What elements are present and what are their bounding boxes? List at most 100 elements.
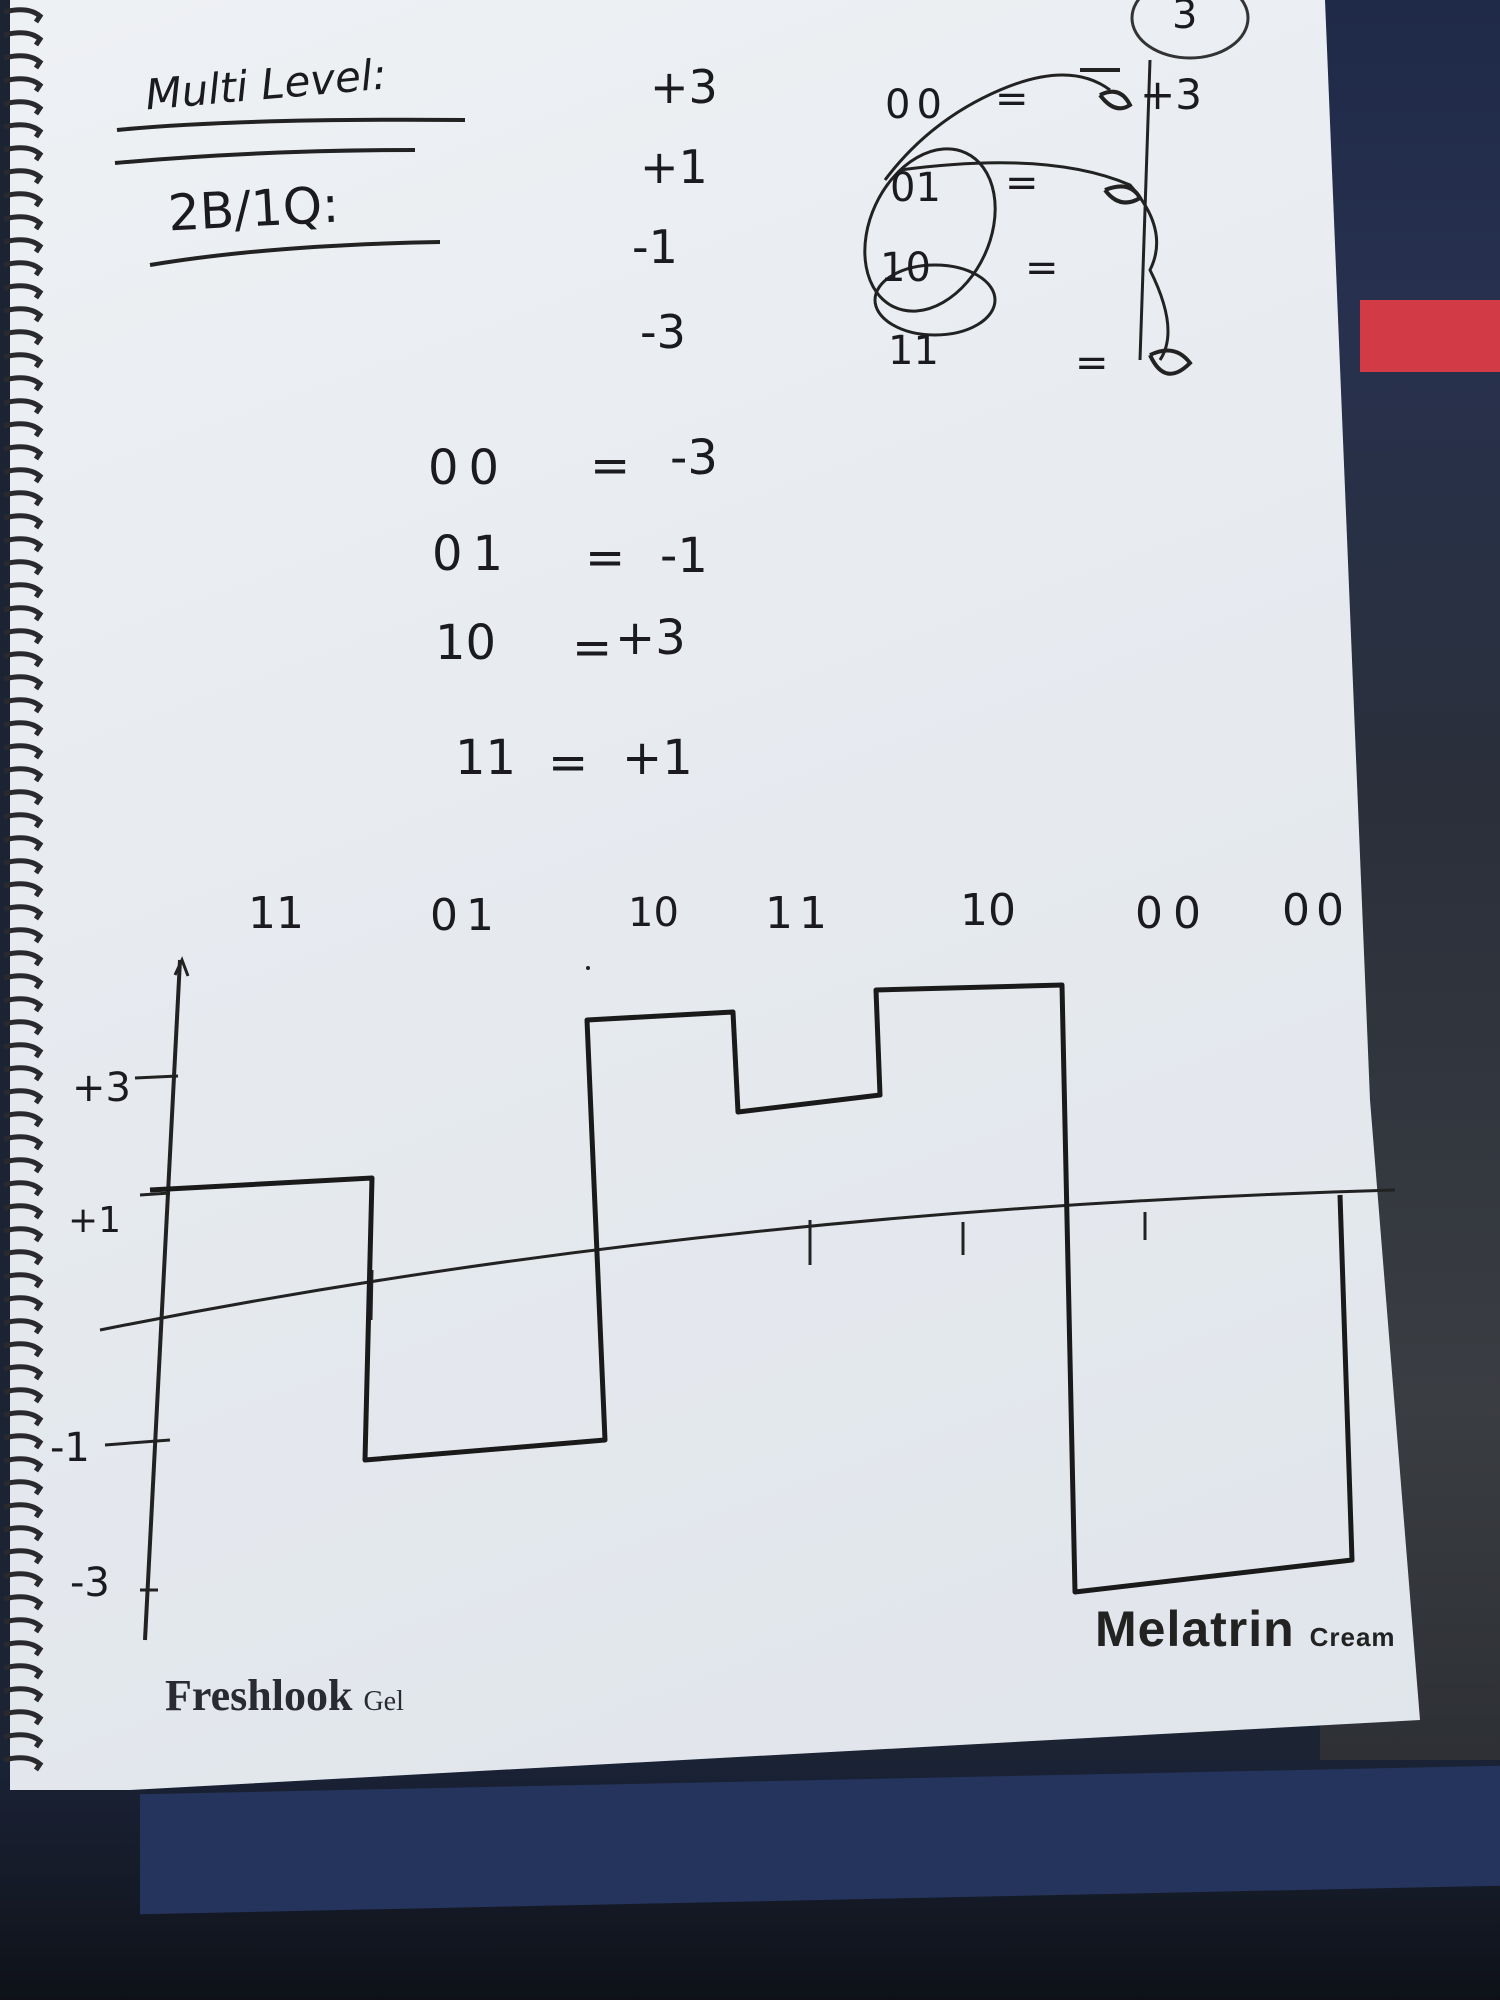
mapping-code: 01 <box>432 526 514 582</box>
mapping-code: 10 <box>435 615 497 671</box>
level-item: -3 <box>640 305 686 359</box>
spiral-loop <box>3 122 44 139</box>
y-axis <box>143 959 182 1641</box>
spiral-loop <box>3 76 44 93</box>
spiral-loop <box>3 214 44 231</box>
mapping-eq: = <box>548 735 589 791</box>
brand-right-name: Melatrin <box>1095 1601 1295 1657</box>
mapping-eq: = <box>572 620 613 676</box>
spiral-loop <box>3 237 44 254</box>
spiral-loop <box>3 697 44 714</box>
page-number-circle <box>1130 0 1250 60</box>
spiral-loop <box>3 1617 44 1634</box>
scratch-code: 01 <box>890 165 941 211</box>
bit-label: 00 <box>1282 885 1350 936</box>
spiral-loop <box>3 99 44 116</box>
spiral-loop <box>3 1387 44 1404</box>
footer-brand-right: Melatrin Cream <box>1095 1600 1396 1658</box>
spiral-loop <box>3 1571 44 1588</box>
spiral-loop <box>3 467 44 484</box>
y-tick-label: +3 <box>72 1065 131 1111</box>
spiral-loop <box>3 168 44 185</box>
spiral-loop <box>3 651 44 668</box>
level-item: -1 <box>632 220 678 274</box>
y-tick-label: -3 <box>70 1560 110 1606</box>
footer-brand-left: Freshlook Gel <box>165 1670 404 1721</box>
spiral-loop <box>3 513 44 530</box>
spiral-loop <box>3 421 44 438</box>
mapping-value: -3 <box>670 430 718 486</box>
spiral-loop <box>3 1088 44 1105</box>
spiral-loop <box>3 191 44 208</box>
scratch-eq: = <box>1075 340 1109 386</box>
level-item: +1 <box>640 140 708 194</box>
spiral-loop <box>3 1456 44 1473</box>
spiral-loop <box>3 1318 44 1335</box>
x-axis <box>99 1188 1396 1332</box>
bit-label: 11 <box>765 888 833 939</box>
mapping-value: -1 <box>660 528 708 584</box>
spiral-loop <box>3 30 44 47</box>
spiral-loop <box>3 559 44 576</box>
spiral-loop <box>3 674 44 691</box>
page-number: 3 <box>1172 0 1198 38</box>
spiral-loop <box>3 1111 44 1128</box>
spiral-loop <box>3 1364 44 1381</box>
spiral-loop <box>3 1019 44 1036</box>
spiral-loop <box>3 1732 44 1749</box>
spiral-loop <box>3 1502 44 1519</box>
scratch-code: 11 <box>888 328 939 374</box>
spiral-loop <box>3 927 44 944</box>
spiral-loop <box>3 1525 44 1542</box>
spiral-loop <box>3 283 44 300</box>
spiral-loop <box>3 1203 44 1220</box>
spiral-loop <box>3 904 44 921</box>
scratch-eq: = <box>995 76 1029 122</box>
spiral-loop <box>3 1134 44 1151</box>
spiral-loop <box>3 789 44 806</box>
spiral-loop <box>3 1249 44 1266</box>
spiral-loop <box>3 1410 44 1427</box>
spiral-loop <box>3 1479 44 1496</box>
spiral-loop <box>3 375 44 392</box>
spiral-loop <box>3 329 44 346</box>
spiral-loop <box>3 835 44 852</box>
scratch-value: +3 <box>1140 70 1202 119</box>
scratch-code: 00 <box>885 82 948 128</box>
spiral-loop <box>3 1065 44 1082</box>
spiral-loop <box>3 1295 44 1312</box>
scratch-eq: = <box>1005 160 1039 206</box>
bit-label: 11 <box>248 888 304 939</box>
spiral-loop <box>3 582 44 599</box>
spiral-loop <box>3 53 44 70</box>
spiral-loop <box>3 260 44 277</box>
spiral-loop <box>3 973 44 990</box>
y-tick-label: +1 <box>68 1200 122 1241</box>
spiral-loop <box>3 881 44 898</box>
spiral-loop <box>3 950 44 967</box>
spiral-loop <box>3 145 44 162</box>
spiral-loop <box>3 743 44 760</box>
mapping-eq: = <box>590 438 631 494</box>
spiral-loop <box>3 398 44 415</box>
level-item: +3 <box>650 60 718 114</box>
bit-label: 01 <box>430 890 502 941</box>
spiral-loop <box>3 1157 44 1174</box>
spiral-loop <box>3 7 44 24</box>
spiral-loop <box>3 1640 44 1657</box>
notebook-page <box>10 0 1420 1790</box>
bit-label: 10 <box>628 890 679 936</box>
spiral-loop <box>3 1663 44 1680</box>
spiral-loop <box>3 1594 44 1611</box>
spiral-loop <box>3 1226 44 1243</box>
note-subtitle: 2B/1Q: <box>166 175 341 243</box>
brand-right-suffix: Cream <box>1309 1622 1396 1652</box>
scratch-code: 10 <box>880 245 931 291</box>
spiral-loop <box>3 1180 44 1197</box>
spiral-binding <box>3 7 44 1772</box>
spiral-loop <box>3 766 44 783</box>
spiral-loop <box>3 996 44 1013</box>
spiral-loop <box>3 1548 44 1565</box>
waveform <box>149 982 1355 1595</box>
